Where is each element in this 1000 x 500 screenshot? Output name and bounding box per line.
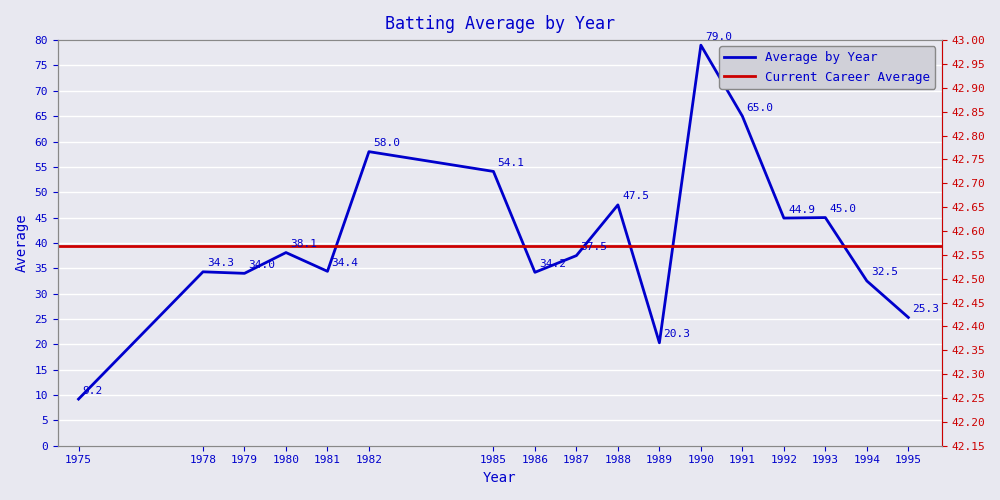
Text: 34.3: 34.3 (207, 258, 234, 268)
Line: Average by Year: Average by Year (79, 45, 908, 399)
Average by Year (487, 168, 499, 174)
Average by Year (612, 202, 624, 208)
Text: 65.0: 65.0 (747, 102, 774, 113)
Text: 38.1: 38.1 (290, 239, 317, 249)
Average by Year (570, 252, 582, 258)
Text: 34.4: 34.4 (332, 258, 359, 268)
Average by Year (280, 250, 292, 256)
Text: 34.0: 34.0 (249, 260, 276, 270)
Text: 45.0: 45.0 (830, 204, 857, 214)
Text: 9.2: 9.2 (83, 386, 103, 396)
Average by Year (197, 269, 209, 275)
Average by Year (363, 148, 375, 154)
Average by Year (321, 268, 333, 274)
Text: 58.0: 58.0 (373, 138, 400, 148)
Y-axis label: Average: Average (15, 214, 29, 272)
Average by Year (819, 214, 831, 220)
Title: Batting Average by Year: Batting Average by Year (385, 15, 615, 33)
Text: 32.5: 32.5 (871, 268, 898, 278)
X-axis label: Year: Year (483, 471, 516, 485)
Average by Year (529, 270, 541, 276)
Text: 44.9: 44.9 (788, 204, 815, 214)
Text: 47.5: 47.5 (622, 192, 649, 202)
Text: 79.0: 79.0 (705, 32, 732, 42)
Average by Year (861, 278, 873, 284)
Average by Year (902, 314, 914, 320)
Average by Year (778, 215, 790, 221)
Legend: Average by Year, Current Career Average: Average by Year, Current Career Average (719, 46, 935, 88)
Average by Year (653, 340, 665, 346)
Average by Year (238, 270, 250, 276)
Text: 37.5: 37.5 (581, 242, 608, 252)
Text: 20.3: 20.3 (664, 329, 691, 339)
Text: 25.3: 25.3 (913, 304, 940, 314)
Average by Year (73, 396, 85, 402)
Average by Year (695, 42, 707, 48)
Text: 54.1: 54.1 (498, 158, 525, 168)
Text: 34.2: 34.2 (539, 259, 566, 269)
Average by Year (736, 113, 748, 119)
